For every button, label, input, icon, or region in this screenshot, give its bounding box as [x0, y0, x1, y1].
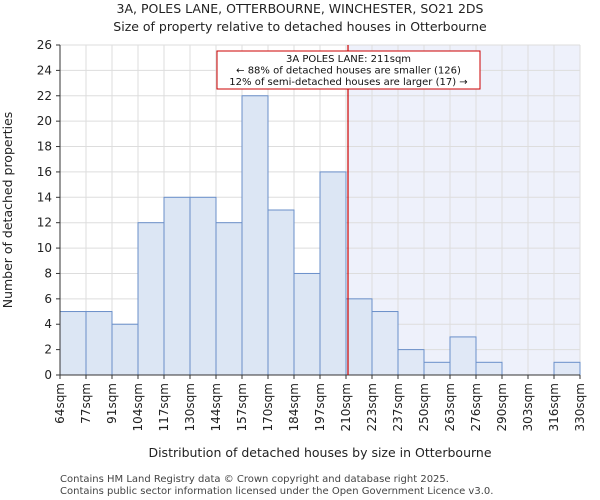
x-tick-label-316sqm: 316sqm: [547, 383, 561, 431]
x-tick-label-263sqm: 263sqm: [443, 383, 457, 431]
y-tick-label-10: 20: [37, 114, 52, 128]
bar-197sqm: [319, 171, 347, 376]
y-tick-label-4: 8: [44, 266, 52, 280]
bar-91sqm: [111, 323, 139, 376]
bar-237sqm: [397, 349, 425, 376]
bar-263sqm: [449, 336, 477, 376]
x-tick-label-276sqm: 276sqm: [469, 383, 483, 431]
x-tick-label-237sqm: 237sqm: [391, 383, 405, 431]
y-tick-label-9: 18: [37, 140, 52, 154]
bar-64sqm: [59, 311, 87, 376]
x-tick-label-223sqm: 223sqm: [365, 383, 379, 431]
x-tick-label-197sqm: 197sqm: [313, 383, 327, 431]
x-tick-label-303sqm: 303sqm: [521, 383, 535, 431]
y-tick-label-13: 26: [37, 38, 52, 52]
bar-170sqm: [267, 209, 295, 376]
y-tick-label-11: 22: [37, 89, 52, 103]
x-tick-label-250sqm: 250sqm: [417, 383, 431, 431]
annotation-line-2: ← 88% of detached houses are smaller (12…: [236, 66, 461, 77]
bar-144sqm: [215, 222, 243, 376]
x-tick-label-77sqm: 77sqm: [79, 383, 93, 424]
bar-157sqm: [241, 95, 269, 376]
x-axis-label: Distribution of detached houses by size …: [148, 445, 491, 460]
y-tick-label-3: 6: [44, 292, 52, 306]
footer-line-1: Contains HM Land Registry data © Crown c…: [60, 474, 449, 485]
chart-title: 3A, POLES LANE, OTTERBOURNE, WINCHESTER,…: [117, 1, 484, 16]
y-tick-label-7: 14: [37, 190, 52, 204]
x-tick-label-157sqm: 157sqm: [235, 383, 249, 431]
chart-subtitle: Size of property relative to detached ho…: [113, 19, 487, 34]
x-tick-label-117sqm: 117sqm: [157, 383, 171, 431]
annotation-line-1: 3A POLES LANE: 211sqm: [286, 54, 411, 65]
x-tick-label-64sqm: 64sqm: [53, 383, 67, 424]
bar-184sqm: [293, 272, 321, 376]
x-tick-label-170sqm: 170sqm: [261, 383, 275, 431]
y-tick-label-12: 24: [37, 63, 52, 77]
y-tick-label-5: 10: [37, 241, 52, 255]
x-tick-label-210sqm: 210sqm: [339, 383, 353, 431]
bar-250sqm: [423, 361, 451, 376]
y-tick-label-2: 4: [44, 317, 52, 331]
bar-130sqm: [189, 196, 217, 376]
y-axis-label: Number of detached properties: [0, 112, 15, 309]
bar-117sqm: [163, 196, 191, 376]
y-tick-label-8: 16: [37, 165, 52, 179]
bar-104sqm: [137, 222, 165, 376]
bar-316sqm: [553, 361, 581, 376]
x-tick-label-91sqm: 91sqm: [105, 383, 119, 424]
x-tick-label-290sqm: 290sqm: [495, 383, 509, 431]
bar-210sqm: [345, 298, 373, 376]
x-tick-label-104sqm: 104sqm: [131, 383, 145, 431]
x-tick-label-144sqm: 144sqm: [209, 383, 223, 431]
annotation-box: [216, 50, 481, 90]
bar-276sqm: [475, 361, 503, 376]
y-tick-label-6: 12: [37, 216, 52, 230]
x-tick-label-184sqm: 184sqm: [287, 383, 301, 431]
annotation-line-3: 12% of semi-detached houses are larger (…: [229, 77, 467, 88]
x-tick-label-130sqm: 130sqm: [183, 383, 197, 431]
x-tick-label-330sqm: 330sqm: [573, 383, 587, 431]
bar-223sqm: [371, 311, 399, 376]
footer-line-2: Contains public sector information licen…: [60, 486, 493, 497]
bar-77sqm: [85, 311, 113, 376]
y-tick-label-1: 2: [44, 343, 52, 357]
y-tick-label-0: 0: [44, 368, 52, 382]
